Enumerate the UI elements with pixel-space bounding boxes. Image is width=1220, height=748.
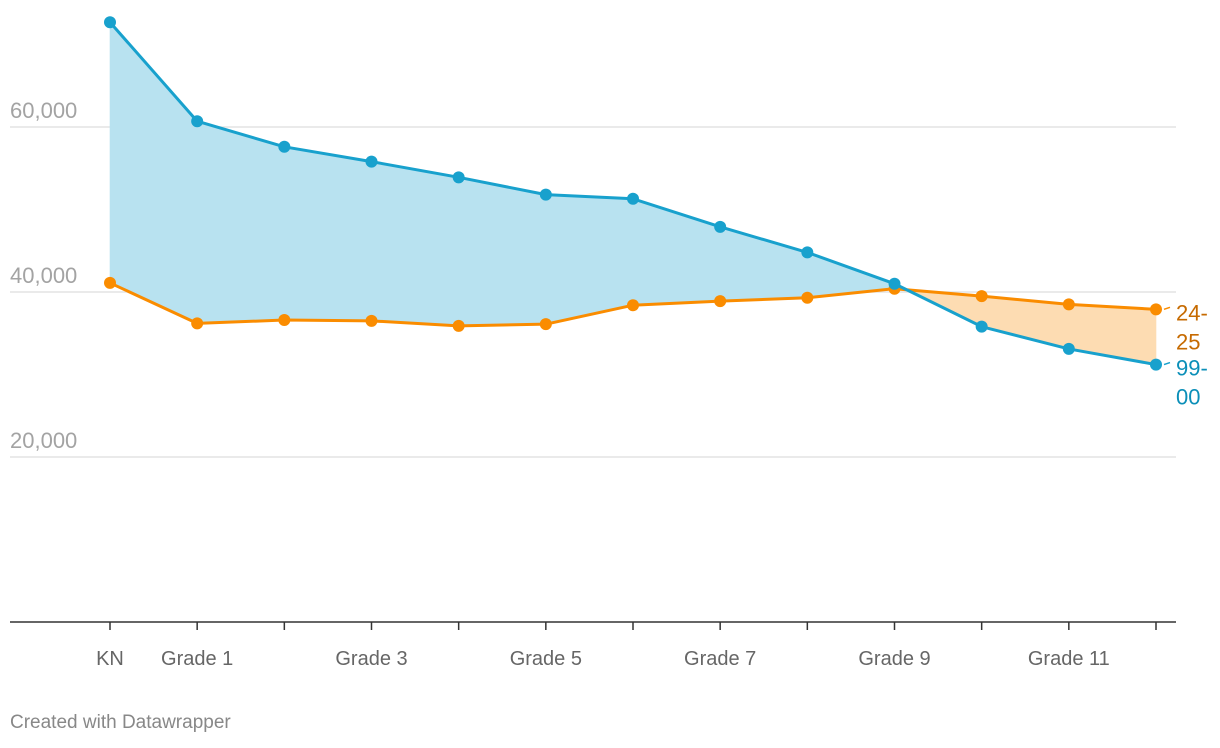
data-point-24-25 [104,276,116,289]
data-point-24-25 [539,318,552,331]
area-fill [632,198,721,306]
data-point-99-00 [452,171,465,184]
data-point-24-25 [191,317,204,330]
area-fill [719,226,808,302]
data-point-24-25 [714,295,727,308]
data-point-99-00 [1150,358,1162,371]
x-tick-label: Grade 3 [335,648,407,670]
data-point-24-25 [278,314,291,327]
x-tick-label: Grade 1 [161,648,233,670]
series-label: 99- [1176,356,1208,381]
area-fill [458,176,547,327]
data-point-99-00 [539,188,552,201]
line-chart: 20,000 40,000 60,000 KN Grade 1 Grade 3 Grade … [10,16,1208,670]
data-point-24-25 [1150,303,1162,316]
series-label: 00 [1176,385,1200,410]
x-tick-label: Grade 5 [510,648,582,670]
data-point-99-00 [1062,342,1075,355]
data-point-24-25 [452,319,465,332]
y-tick-label: 60,000 [10,98,77,123]
data-point-99-00 [104,16,116,29]
data-point-99-00 [801,246,814,259]
area-fill [284,146,372,322]
area-fill [545,194,634,325]
x-tick-label: Grade 9 [858,648,930,670]
data-point-24-25 [1062,298,1075,311]
data-point-99-00 [888,277,901,290]
x-tick-label: Grade 11 [1028,648,1110,670]
label-connector [1163,306,1171,311]
x-tick-label: KN [96,648,124,670]
data-point-99-00 [627,192,639,205]
series-label: 25 [1176,329,1200,354]
credit-text: Created with Datawrapper [10,712,231,733]
label-connector [1163,361,1171,366]
data-point-99-00 [365,155,378,168]
area-fill [196,120,285,324]
data-point-99-00 [714,220,727,233]
area-fill [371,161,459,327]
data-point-99-00 [191,115,204,128]
data-point-24-25 [627,299,639,312]
y-tick-label: 20,000 [10,428,77,453]
series-label: 24- [1176,300,1208,325]
area-fill [109,21,198,324]
data-point-24-25 [975,290,988,303]
data-point-24-25 [801,291,814,304]
data-point-24-25 [365,314,378,327]
x-tick-label: Grade 7 [684,648,756,670]
y-tick-label: 40,000 [10,263,77,288]
data-point-99-00 [278,140,291,153]
data-point-99-00 [975,320,988,333]
